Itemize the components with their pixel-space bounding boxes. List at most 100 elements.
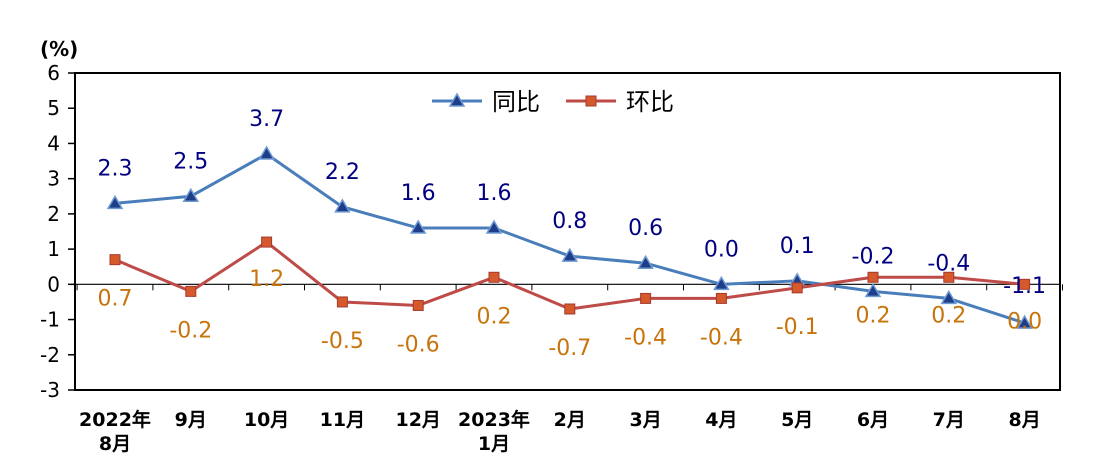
x-tick-label-line: 10月 <box>244 409 289 431</box>
x-tick-label-line: 9月 <box>175 409 207 431</box>
series-line-1 <box>114 152 1026 325</box>
data-labels: 2.3 2.5 3.7 2.2 1.6 1.6 0.8 0.6 0.0 0.1 -0.2 -0.4 -1… <box>98 107 1047 361</box>
x-tick-label-line: 8月 <box>99 433 131 455</box>
series-2-point <box>336 296 348 308</box>
series-1-point <box>106 194 124 210</box>
x-tick-label: 9月 <box>175 409 207 431</box>
y-tick-label: -1 <box>40 308 60 332</box>
series-2-data-label: -0.4 <box>624 325 667 350</box>
y-tick-label: -3 <box>40 378 60 402</box>
legend-label-1: 同比 <box>492 88 540 116</box>
series-1-point <box>258 145 275 160</box>
x-tick-label-line: 5月 <box>781 409 813 431</box>
x-tick-label: 11月 <box>320 409 365 431</box>
x-tick-label-line: 7月 <box>933 409 965 431</box>
series-2-data-label: 0.2 <box>856 303 891 328</box>
series-2-point <box>564 303 576 315</box>
series-1-point <box>637 254 654 269</box>
series-1-data-label: -0.2 <box>852 244 895 269</box>
series-1-point <box>182 187 200 203</box>
y-tick-label: 2 <box>47 202 60 226</box>
series-1-data-label: 0.8 <box>552 209 587 234</box>
x-tick-label: 2月 <box>554 409 586 431</box>
series-1-point <box>864 282 882 298</box>
series-1-point <box>940 289 958 305</box>
series-1-data-label: 0.1 <box>780 234 815 259</box>
series-2-data-label: -0.4 <box>700 325 743 350</box>
x-tick-label-line: 1月 <box>478 433 510 455</box>
series-2-data-label: -0.1 <box>776 315 819 340</box>
series-1-data-label: 3.7 <box>249 107 284 132</box>
series-1-data-label: 2.3 <box>98 156 133 181</box>
x-tick-label: 10月 <box>244 409 289 431</box>
x-tick-label-line: 6月 <box>857 409 889 431</box>
series-1-data-label: 0.6 <box>628 216 663 241</box>
y-axis: 6 5 4 3 2 1 0 -1 -2 -3 <box>40 61 75 402</box>
series-2-point <box>488 271 500 283</box>
y-tick-label: -2 <box>40 343 60 367</box>
series-2-point <box>640 292 652 304</box>
series-layer <box>106 145 1033 329</box>
series-2-data-label: 0.2 <box>477 304 512 329</box>
x-tick-label: 6月 <box>857 409 889 431</box>
series-2-point <box>109 254 121 266</box>
x-tick-label: 5月 <box>781 409 813 431</box>
series-2-data-label: -0.2 <box>169 318 212 343</box>
series-1-point <box>713 275 730 291</box>
series-1-data-label: -1.1 <box>1003 274 1046 299</box>
x-tick-label-line: 4月 <box>705 409 737 431</box>
series-2-point <box>185 285 197 297</box>
legend-label-2: 环比 <box>626 88 674 116</box>
series-1-data-label: 2.2 <box>325 160 360 185</box>
series-1-data-label: -0.4 <box>927 251 970 276</box>
legend-marker-1 <box>448 92 466 107</box>
series-2-data-label: 0.7 <box>98 287 133 312</box>
legend: 同比 环比 <box>432 88 674 116</box>
zero-axis <box>75 283 1063 291</box>
series-1-data-label: 1.6 <box>477 181 512 206</box>
y-tick-label: 5 <box>47 96 60 120</box>
plot-area-border <box>74 72 1061 391</box>
series-2-data-label: 1.2 <box>249 267 284 292</box>
series-2-point <box>943 271 955 283</box>
x-tick-label: 7月 <box>933 409 965 431</box>
series-1-point <box>409 219 427 234</box>
series-2-point <box>1019 278 1031 290</box>
x-tick-label-line: 2月 <box>554 409 586 431</box>
y-tick-label: 3 <box>47 167 60 191</box>
series-2-data-label: -0.7 <box>548 336 591 361</box>
x-tick-label-line: 11月 <box>320 409 365 431</box>
y-tick-label: 0 <box>47 272 60 296</box>
series-1-data-label: 1.6 <box>401 181 436 206</box>
x-tick-label: 2022年 8月 <box>79 408 151 455</box>
x-tick-label-line: 8月 <box>1008 409 1040 431</box>
y-unit-label: (%) <box>40 37 78 61</box>
series-2-data-label: 0.2 <box>931 303 966 328</box>
y-tick-label: 6 <box>47 61 60 85</box>
x-tick-label: 2023年 1月 <box>458 408 530 455</box>
series-1-data-label: 0.0 <box>704 237 739 262</box>
series-2-data-label: -0.6 <box>397 332 440 357</box>
series-1-point <box>1016 314 1033 329</box>
y-tick-label: 1 <box>47 237 60 261</box>
x-tick-label-line: 2023年 <box>458 408 530 431</box>
series-1-data-label: 2.5 <box>173 149 208 174</box>
y-tick-label: 4 <box>47 131 60 155</box>
x-tick-label-line: 2022年 <box>79 408 151 431</box>
series-2-point <box>715 292 727 304</box>
series-2-data-label: 0.0 <box>1007 309 1042 334</box>
series-1-point <box>485 219 503 234</box>
series-2-data-label: -0.5 <box>321 329 364 354</box>
x-tick-label-line: 12月 <box>395 409 440 431</box>
x-tick-label: 12月 <box>395 409 440 431</box>
series-2-point <box>791 282 803 294</box>
x-tick-label: 4月 <box>705 409 737 431</box>
series-1-point <box>334 198 351 213</box>
x-tick-label: 3月 <box>629 409 661 431</box>
x-tick-label: 8月 <box>1008 409 1040 431</box>
series-2-point <box>412 299 424 311</box>
series-2-point <box>261 236 273 248</box>
